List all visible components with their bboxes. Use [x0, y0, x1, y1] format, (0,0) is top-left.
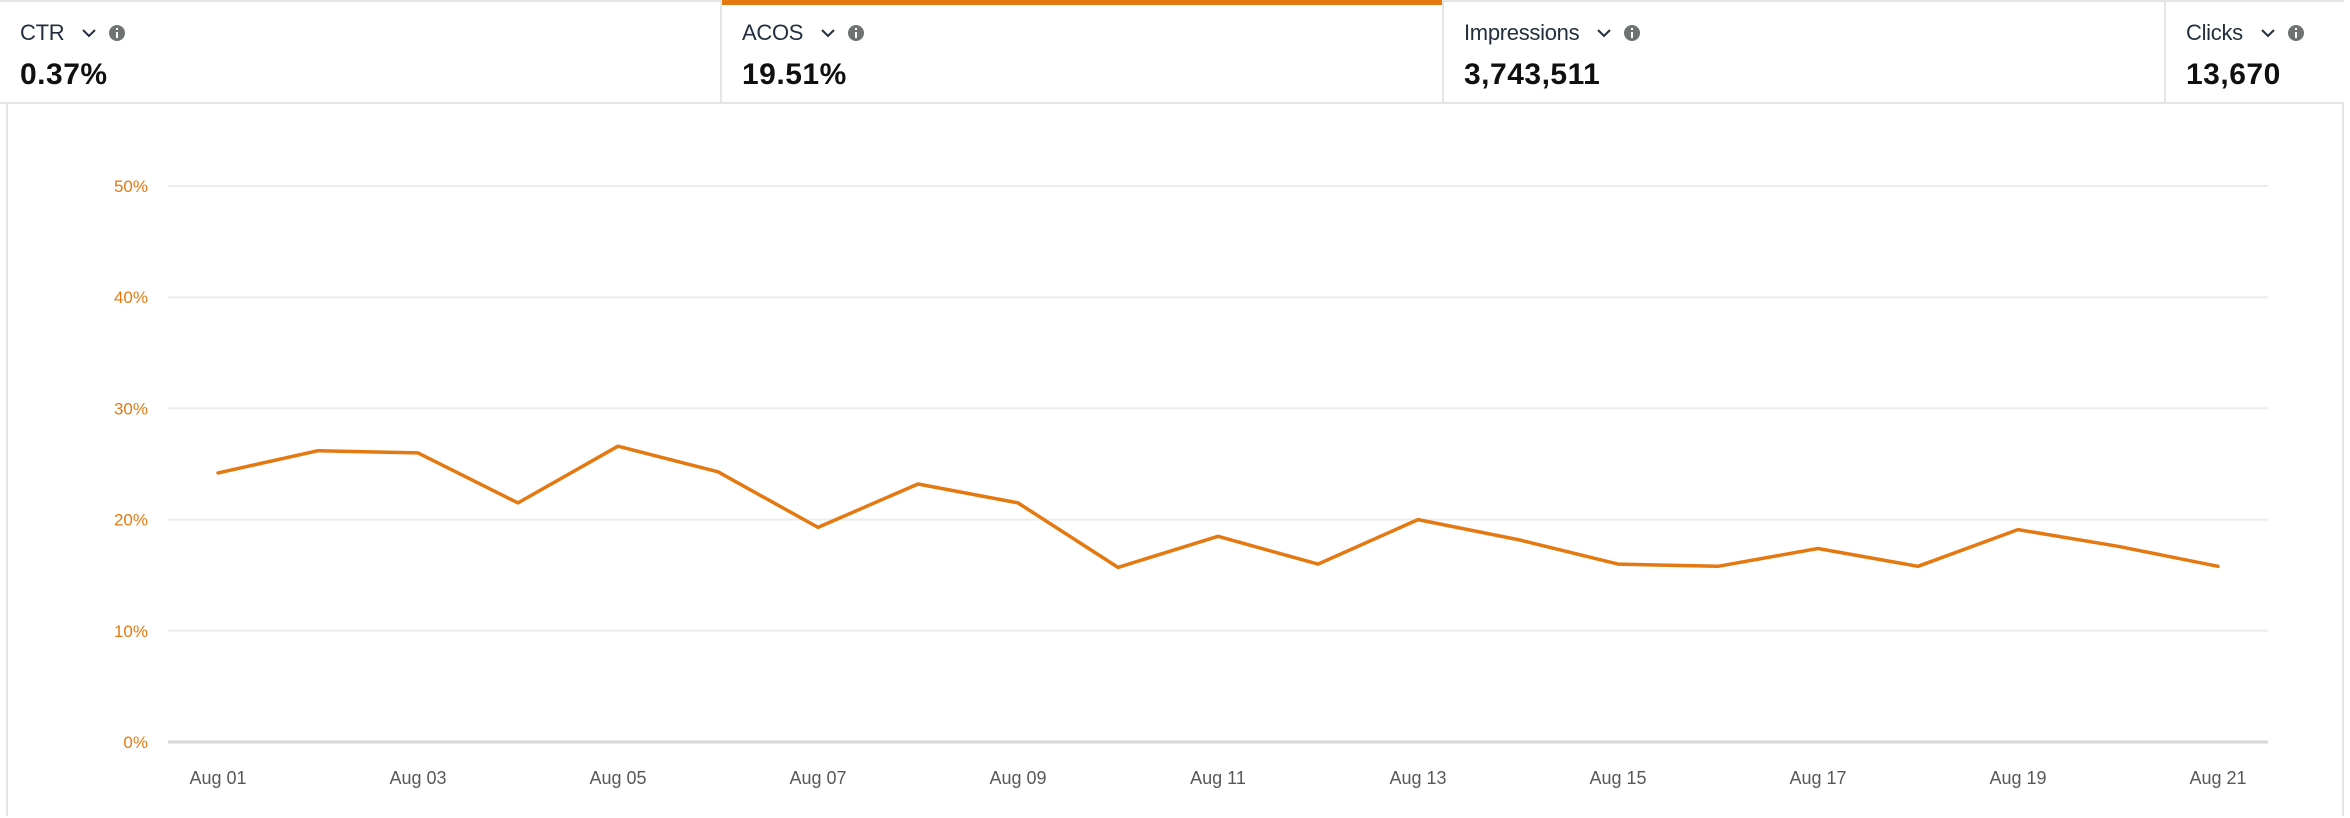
metric-label: CTR — [20, 20, 65, 45]
metric-label: Clicks — [2186, 20, 2243, 45]
series-layer — [216, 444, 2220, 570]
x-tick-label: Aug 01 — [189, 768, 246, 788]
x-tick-label: Aug 19 — [1989, 768, 2046, 788]
chevron-down-icon[interactable] — [819, 24, 837, 42]
chevron-down-icon[interactable] — [80, 24, 98, 42]
gridlines — [168, 185, 2268, 744]
x-tick-label: Aug 15 — [1589, 768, 1646, 788]
y-axis: 0% 10% 20% 30% 40% 50% — [114, 177, 148, 752]
metric-header: Impressions — [1464, 18, 2144, 48]
x-tick-label: Aug 09 — [989, 768, 1046, 788]
x-tick-label: Aug 17 — [1789, 768, 1846, 788]
x-tick-label: Aug 07 — [789, 768, 846, 788]
x-tick-label: Aug 11 — [1190, 768, 1246, 788]
x-tick-label: Aug 13 — [1389, 768, 1446, 788]
acos-line-chart: 0% 10% 20% 30% 40% 50% Aug 01 Aug 03 Aug 05 Aug … — [0, 104, 2344, 816]
y-tick-label: 50% — [114, 177, 148, 196]
y-tick-label: 0% — [123, 733, 148, 752]
metric-label: Impressions — [1464, 20, 1580, 45]
metric-header: ACOS — [742, 18, 1422, 48]
y-tick-label: 10% — [114, 622, 148, 641]
info-icon[interactable] — [2287, 24, 2305, 42]
metric-tile-impressions[interactable]: Impressions 3,743,511 — [1444, 2, 2166, 102]
info-icon[interactable] — [847, 24, 865, 42]
x-tick-label: Aug 05 — [589, 768, 646, 788]
x-tick-label: Aug 03 — [389, 768, 446, 788]
metric-value: 3,743,511 — [1464, 58, 1601, 91]
metric-selector-bar: CTR 0.37% ACOS 19.51% Impressions — [0, 0, 2344, 104]
info-icon[interactable] — [1623, 24, 1641, 42]
metric-value: 13,670 — [2186, 58, 2281, 91]
metric-tile-clicks[interactable]: Clicks 13,670 — [2166, 2, 2344, 102]
metric-header: Clicks — [2186, 18, 2324, 48]
series-line — [216, 444, 2220, 570]
x-axis: Aug 01 Aug 03 Aug 05 Aug 07 Aug 09 Aug 11 Aug … — [189, 768, 2246, 788]
chevron-down-icon[interactable] — [2259, 24, 2277, 42]
info-icon[interactable] — [108, 24, 126, 42]
y-tick-label: 30% — [114, 399, 148, 418]
metric-header: CTR — [20, 18, 700, 48]
metric-value: 19.51% — [742, 58, 847, 91]
x-tick-label: Aug 21 — [2189, 768, 2246, 788]
metric-tile-acos[interactable]: ACOS 19.51% — [722, 0, 1444, 102]
y-tick-label: 20% — [114, 511, 148, 530]
metric-label: ACOS — [742, 20, 804, 45]
y-tick-label: 40% — [114, 288, 148, 307]
performance-widget — [6, 0, 2344, 816]
metric-tile-ctr[interactable]: CTR 0.37% — [0, 2, 722, 102]
chevron-down-icon[interactable] — [1595, 24, 1613, 42]
chart-canvas: 0%10%20%30%40%50% Aug 01 Aug 03 Aug 05 Aug … — [114, 177, 2268, 788]
metric-value: 0.37% — [20, 58, 108, 91]
